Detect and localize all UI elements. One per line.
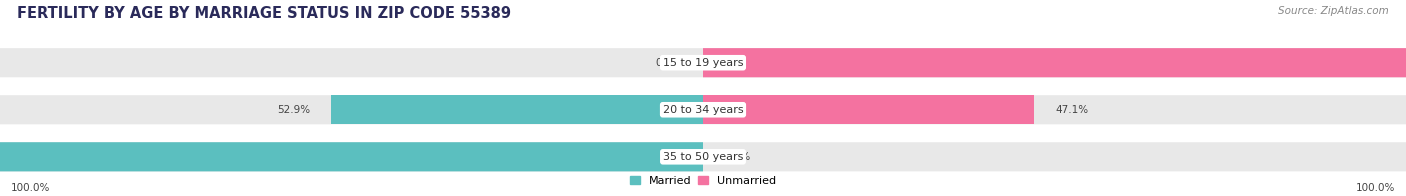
Text: 47.1%: 47.1% — [1054, 105, 1088, 115]
Text: 0.0%: 0.0% — [655, 58, 682, 68]
Text: 100.0%: 100.0% — [1355, 183, 1395, 193]
FancyBboxPatch shape — [332, 95, 703, 124]
Text: Source: ZipAtlas.com: Source: ZipAtlas.com — [1278, 6, 1389, 16]
Text: 35 to 50 years: 35 to 50 years — [662, 152, 744, 162]
FancyBboxPatch shape — [0, 95, 1406, 124]
Legend: Married, Unmarried: Married, Unmarried — [626, 172, 780, 191]
FancyBboxPatch shape — [703, 48, 1406, 77]
Text: FERTILITY BY AGE BY MARRIAGE STATUS IN ZIP CODE 55389: FERTILITY BY AGE BY MARRIAGE STATUS IN Z… — [17, 6, 510, 21]
Text: 0.0%: 0.0% — [724, 152, 751, 162]
FancyBboxPatch shape — [0, 142, 703, 171]
FancyBboxPatch shape — [703, 95, 1035, 124]
FancyBboxPatch shape — [0, 48, 1406, 77]
Text: 100.0%: 100.0% — [11, 183, 51, 193]
FancyBboxPatch shape — [0, 142, 1406, 171]
Text: 52.9%: 52.9% — [277, 105, 309, 115]
Text: 15 to 19 years: 15 to 19 years — [662, 58, 744, 68]
Text: 20 to 34 years: 20 to 34 years — [662, 105, 744, 115]
